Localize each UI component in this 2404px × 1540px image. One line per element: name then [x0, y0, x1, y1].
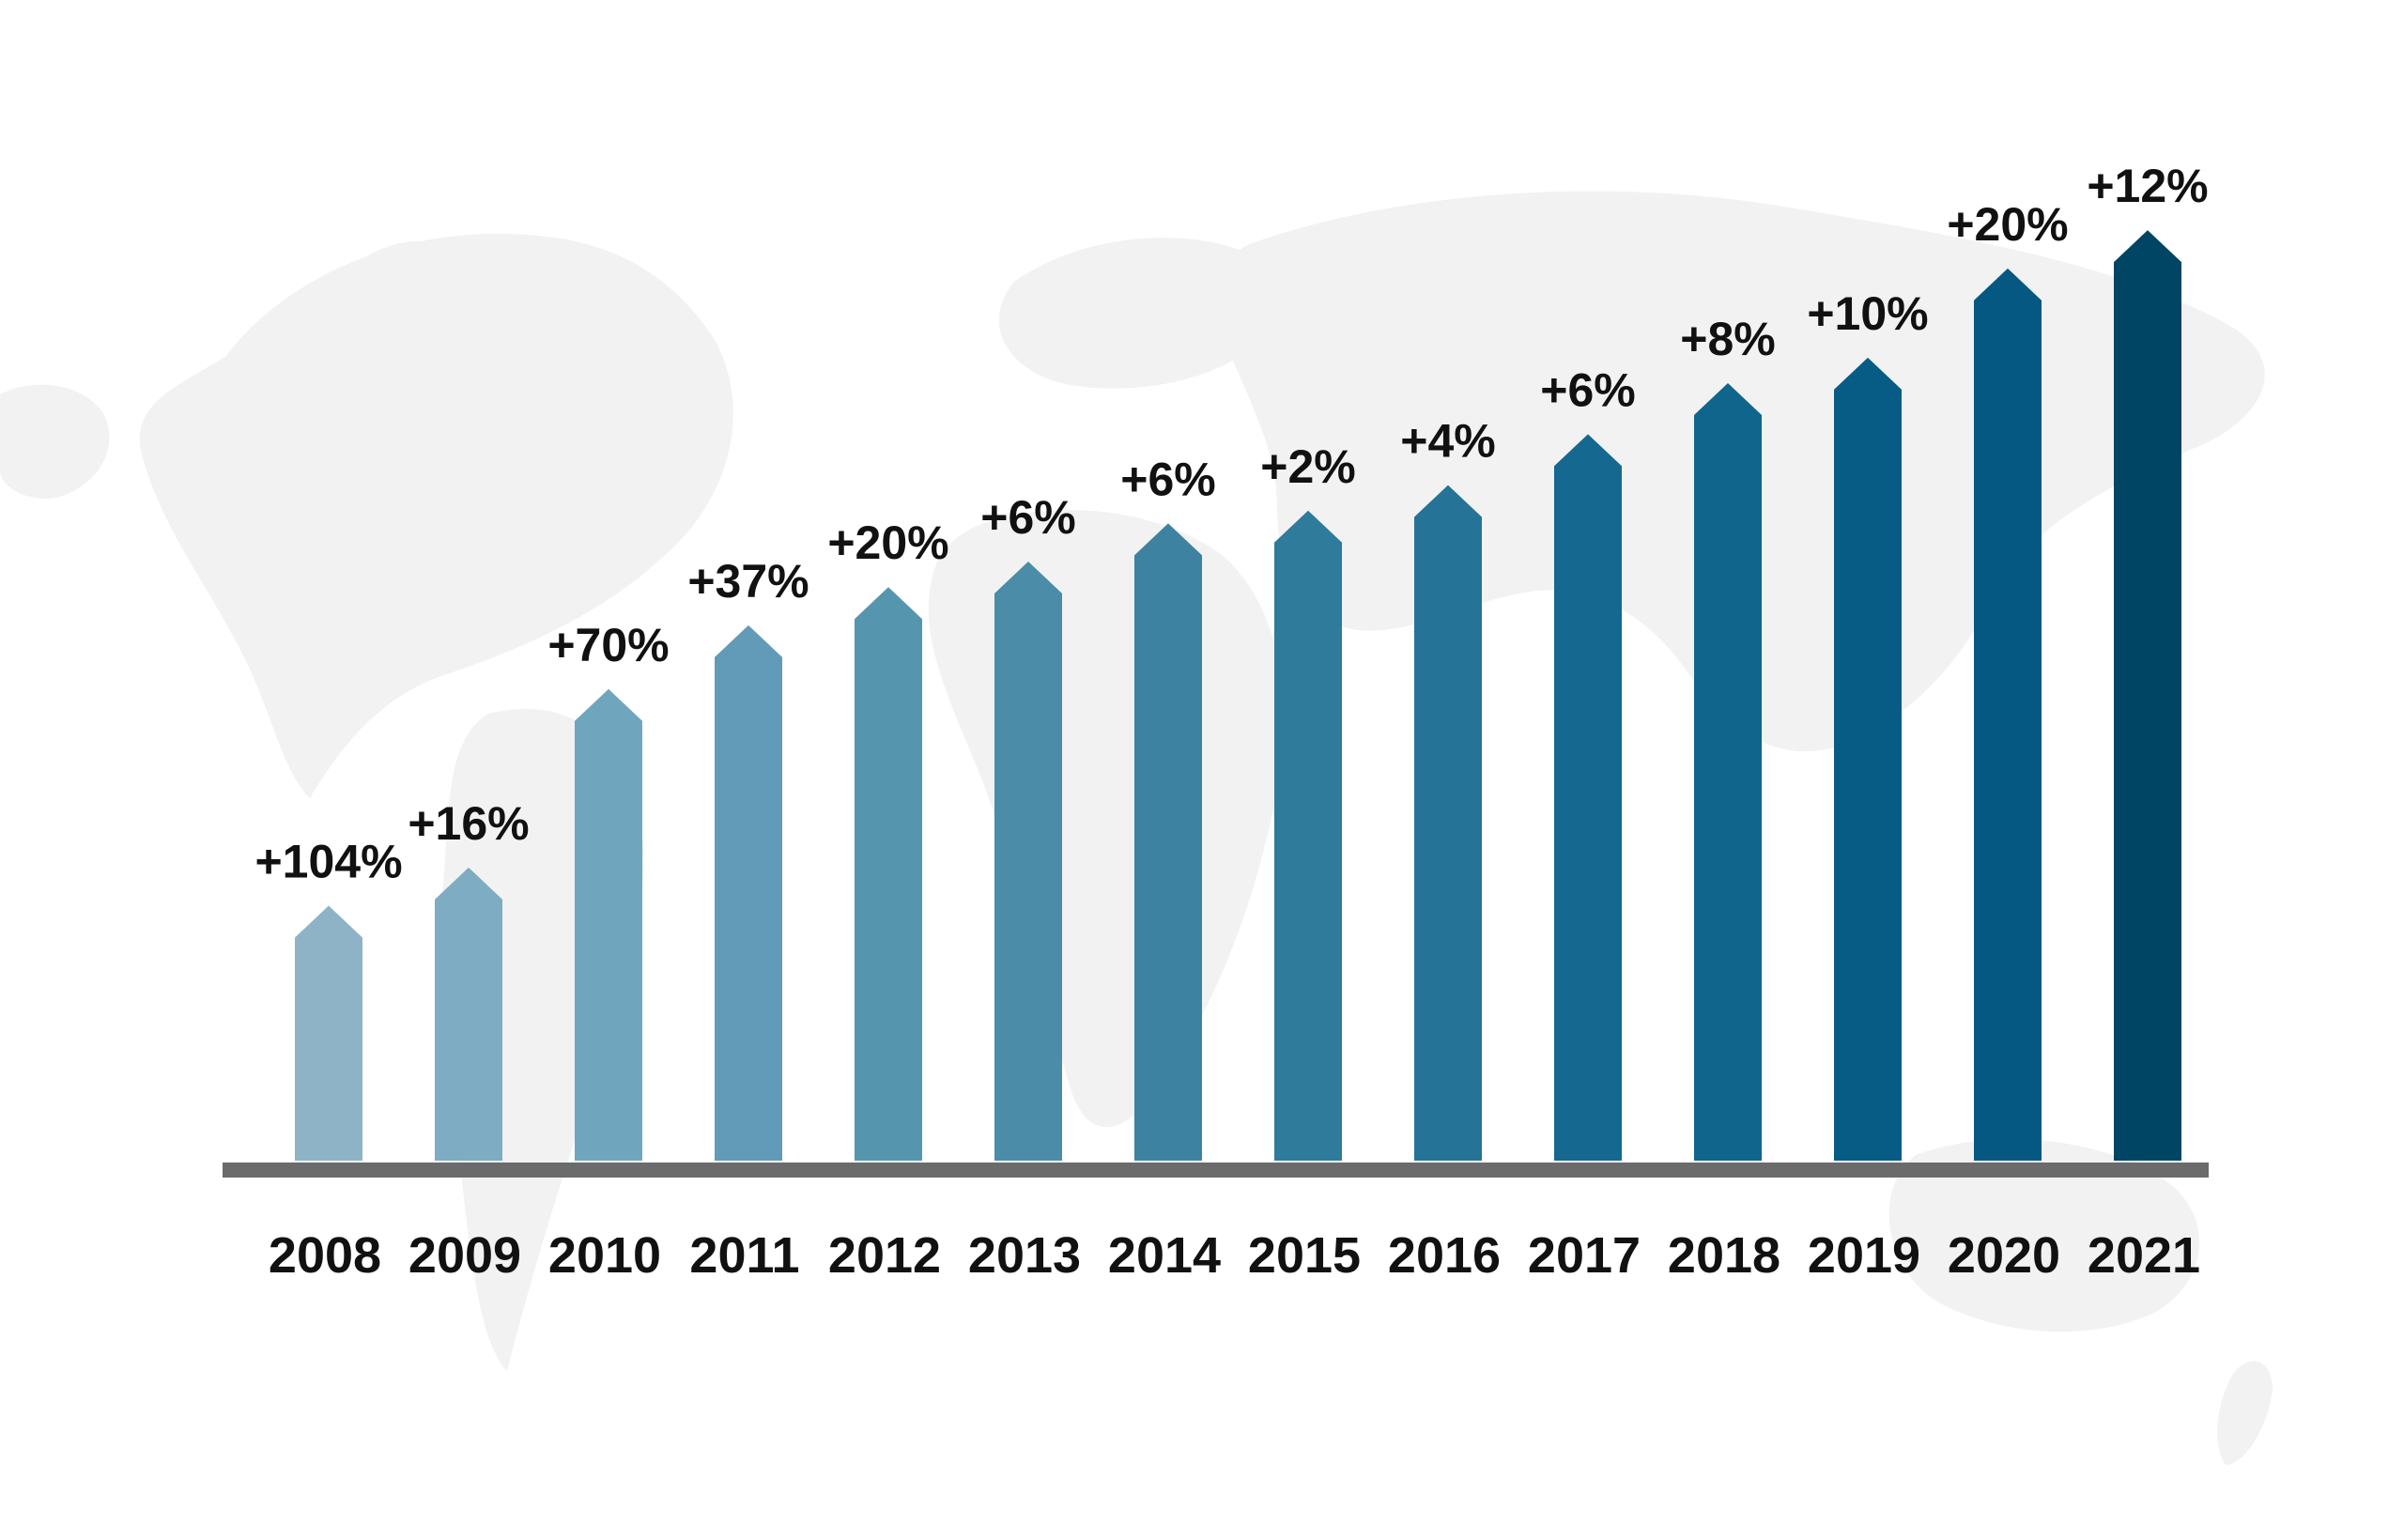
x-tick-2020: 2020: [1948, 1227, 2060, 1284]
x-tick-labels-group: 2008 2009 2010 2011 2012 2013 2014 2015 2016 2017…: [269, 1227, 2200, 1284]
data-label-2018: +8%: [1680, 313, 1775, 365]
x-tick-2018: 2018: [1668, 1227, 1780, 1284]
bar-2009: [435, 867, 502, 1161]
x-tick-2013: 2013: [968, 1227, 1081, 1284]
bar-2012: [855, 587, 922, 1161]
bar-2013: [994, 562, 1062, 1161]
map-landmass-7: [2217, 1361, 2273, 1465]
data-label-2013: +6%: [980, 491, 1075, 544]
data-label-2019: +10%: [1807, 287, 1928, 340]
bar-2015: [1274, 510, 1342, 1161]
map-landmass-8: [0, 384, 110, 499]
data-label-2009: +16%: [408, 797, 529, 850]
bar-2008: [295, 905, 362, 1161]
bar-2017: [1554, 434, 1622, 1161]
x-tick-2015: 2015: [1248, 1227, 1361, 1284]
map-landmass-5: [1888, 1139, 2200, 1332]
x-tick-2014: 2014: [1108, 1227, 1221, 1284]
bar-2018: [1694, 383, 1762, 1161]
x-tick-2017: 2017: [1528, 1227, 1641, 1284]
data-label-2008: +104%: [254, 836, 402, 888]
x-tick-2009: 2009: [408, 1227, 521, 1284]
map-landmass-3: [928, 510, 1285, 1128]
map-landmass-2: [998, 238, 1280, 389]
bar-2021: [2114, 230, 2181, 1161]
x-tick-2010: 2010: [548, 1227, 661, 1284]
bar-2016: [1414, 485, 1482, 1161]
bar-2020: [1974, 268, 2042, 1161]
data-label-2011: +37%: [687, 555, 809, 608]
x-tick-2016: 2016: [1388, 1227, 1501, 1284]
data-labels-group: +104%+16% +70% +37% +20% +6% +6% +2% +4% +6% +8% +…: [254, 160, 2208, 887]
data-label-2014: +6%: [1120, 453, 1215, 505]
data-label-2016: +4%: [1400, 415, 1495, 468]
data-label-2010: +70%: [547, 619, 669, 671]
bar-2010: [575, 688, 642, 1161]
data-label-2017: +6%: [1540, 363, 1635, 416]
x-tick-2011: 2011: [689, 1227, 799, 1284]
x-tick-2008: 2008: [269, 1227, 381, 1284]
map-landmass-6: [357, 240, 478, 316]
data-label-2015: +2%: [1260, 440, 1355, 493]
bar-2014: [1134, 523, 1202, 1161]
data-label-2012: +20%: [827, 516, 948, 569]
bar-2019: [1834, 357, 1902, 1161]
data-label-2021: +12%: [2087, 160, 2208, 212]
x-tick-2012: 2012: [828, 1227, 941, 1284]
x-tick-2019: 2019: [1808, 1227, 1920, 1284]
data-label-2020: +20%: [1947, 198, 2068, 251]
bars-group: [295, 230, 2181, 1161]
x-tick-2021: 2021: [2088, 1227, 2200, 1284]
map-landmass-0: [139, 233, 733, 798]
bar-2011: [715, 624, 782, 1161]
